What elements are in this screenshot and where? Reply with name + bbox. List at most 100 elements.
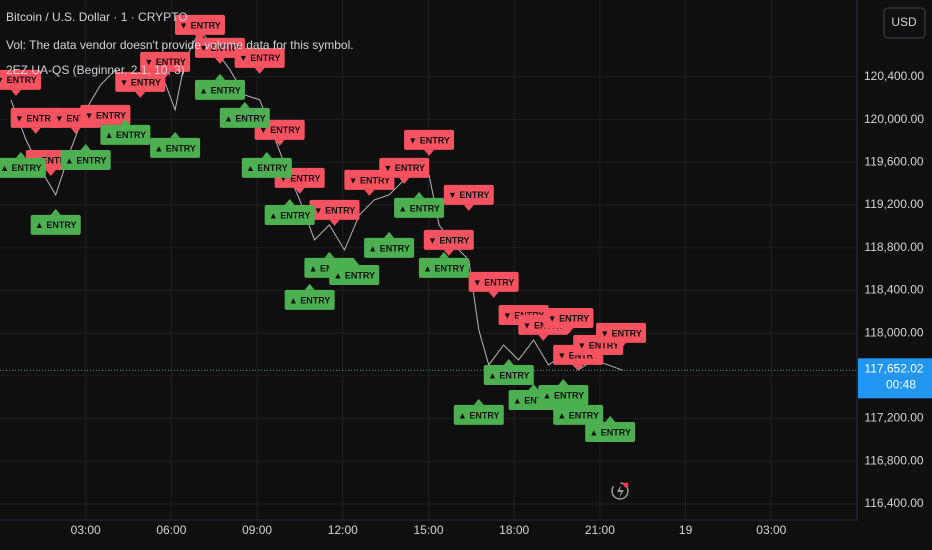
signal-text: ▼ ENTRY	[0, 75, 37, 85]
signal-pointer	[80, 143, 91, 150]
signal-label: ▼ ENTRY	[309, 199, 360, 226]
signal-box	[309, 199, 360, 220]
signal-pointer	[274, 139, 285, 146]
signal-box	[468, 271, 519, 292]
signal-label: ▲ ENTRY	[100, 118, 151, 145]
signal-pointer	[503, 358, 514, 365]
signal-box	[174, 14, 225, 35]
signal-pointer	[214, 57, 225, 64]
x-tick-label: 21:00	[585, 523, 615, 537]
x-tick-label: 09:00	[242, 523, 272, 537]
signal-label: ▲ ENTRY	[150, 131, 201, 158]
signal-box	[194, 79, 245, 100]
signal-text: ▼ ENTRY	[85, 110, 127, 120]
signal-pointer	[50, 208, 61, 215]
signal-text: ▲ ENTRY	[398, 203, 440, 213]
signal-text: ▼ ENTRY	[428, 235, 470, 245]
signal-box	[443, 184, 494, 205]
signal-box	[404, 129, 455, 150]
signal-text: ▼ ENTRY	[259, 125, 301, 135]
signal-pointer	[364, 189, 375, 196]
signal-text: ▲ ENTRY	[35, 220, 77, 230]
signal-text: ▼ ENTRY	[600, 328, 642, 338]
signal-text: ▲ ENTRY	[488, 370, 530, 380]
signal-box	[538, 384, 589, 405]
y-tick-label: 116,800.00	[864, 453, 923, 467]
signal-label: ▲ ENTRY	[241, 151, 292, 178]
signal-box	[0, 69, 41, 90]
signal-pointer	[538, 334, 549, 341]
replay-icon	[611, 482, 629, 500]
signal-label: ▲ ENTRY	[585, 416, 636, 443]
signal-pointer	[30, 127, 41, 134]
signal-text: ▲ ENTRY	[557, 410, 599, 420]
signal-label: ▼ ENTRY	[140, 51, 191, 78]
signal-text: ▲ ENTRY	[0, 163, 42, 173]
signal-box	[0, 157, 46, 178]
signal-pointer	[528, 383, 539, 390]
signal-text: ▼ ENTRY	[577, 340, 619, 350]
signal-box	[219, 107, 270, 128]
signal-box	[30, 214, 81, 235]
signal-label: ▲ ENTRY	[453, 398, 504, 425]
signal-label: ▼ ENTRY	[379, 157, 430, 184]
axes: 116,400.00116,800.00117,200.00117,600.00…	[71, 69, 932, 537]
signal-label: ▼ ENTRY	[423, 229, 474, 256]
signal-pointer	[573, 364, 584, 371]
signal-text: ▲ ENTRY	[333, 270, 375, 280]
signal-pointer	[438, 251, 449, 258]
signal-box	[115, 71, 166, 92]
subtitle: Vol: The data vendor doesn't provide vol…	[6, 38, 354, 52]
signal-pointer	[473, 398, 484, 405]
x-tick-label: 19	[679, 523, 693, 537]
signal-box	[241, 157, 292, 178]
signal-pointer	[563, 327, 574, 334]
signal-label: ▲ ENTRY	[30, 208, 81, 235]
signal-pointer	[239, 101, 250, 108]
signal-box	[394, 197, 445, 218]
signal-label: ▼ ENTRY	[468, 271, 519, 298]
currency-button[interactable]	[883, 7, 926, 39]
signal-box	[585, 422, 636, 443]
signal-pointer	[261, 151, 272, 158]
signal-text: ▲ ENTRY	[289, 295, 331, 305]
x-tick-label: 12:00	[328, 523, 358, 537]
signal-label: ▼ ENTRY	[543, 307, 594, 334]
currency[interactable]: USD	[891, 15, 917, 29]
signal-box	[10, 107, 61, 128]
signal-pointer	[349, 258, 360, 265]
signal-text: ▼ ENTRY	[30, 155, 72, 165]
signal-pointer	[45, 169, 56, 176]
signal-box	[553, 404, 604, 425]
signal-text: ▼ ENTRY	[473, 277, 515, 287]
signal-label: ▼ ENTRY	[10, 107, 61, 134]
y-tick-label: 120,000.00	[864, 112, 924, 126]
signal-label: ▲ ENTRY	[418, 251, 469, 278]
signal-text: ▲ ENTRY	[543, 390, 585, 400]
signal-pointer	[443, 249, 454, 256]
signal-text: ▲ ENTRY	[224, 113, 266, 123]
last-price-box	[858, 358, 932, 399]
signal-label: ▼ ENTRY	[404, 129, 455, 156]
signal-label: ▲ ENTRY	[538, 378, 589, 405]
signal-text: ▲ ENTRY	[513, 395, 555, 405]
signal-pointer	[593, 354, 604, 361]
plot: ▼ ENTRY▼ ENTRY▼ ENTRY▼ ENTRY▼ ENTRY▼ ENT…	[0, 14, 857, 443]
signal-text: ▼ ENTRY	[548, 313, 590, 323]
signal-pointer	[384, 231, 395, 238]
y-tick-label: 116,400.00	[864, 496, 923, 510]
signal-label: ▲ ENTRY	[553, 398, 604, 425]
signal-text: ▼ ENTRY	[349, 175, 391, 185]
signal-label: ▼ ENTRY	[0, 69, 41, 96]
signal-text: ▼ ENTRY	[179, 20, 221, 30]
x-tick-label: 06:00	[156, 523, 186, 537]
x-tick-label: 18:00	[499, 523, 529, 537]
signal-pointer	[284, 198, 295, 205]
signal-pointer	[573, 398, 584, 405]
signal-label: ▼ ENTRY	[115, 71, 166, 98]
signal-label: ▲ ENTRY	[329, 258, 380, 285]
signal-label: ▼ ENTRY	[194, 37, 245, 64]
y-tick-label: 118,800.00	[864, 240, 923, 254]
